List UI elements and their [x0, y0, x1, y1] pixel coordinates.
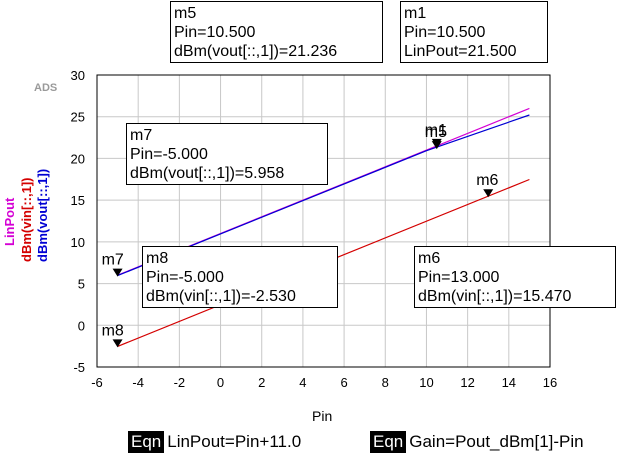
- equation-text: Gain=Pout_dBm[1]-Pin: [409, 432, 584, 451]
- x-tick-label: 12: [460, 375, 474, 390]
- readout-m6-value: dBm(vin[::,1])=15.470: [418, 288, 572, 305]
- readout-m1-pin: Pin=10.500: [404, 24, 486, 41]
- readout-m7-name: m7: [130, 127, 153, 144]
- marker-m7: [112, 268, 123, 277]
- tick-labels: -6 -4 -2 0 2 4 6 8 10 12 14 16 -5 0 5 10 15 20 25 30: [71, 68, 558, 390]
- y-tick-label: 10: [71, 235, 85, 250]
- y-tick-label: -5: [73, 360, 85, 375]
- ads-watermark: ADS: [34, 82, 58, 94]
- readout-m1[interactable]: m1 Pin=10.500 LinPout=21.500: [400, 1, 548, 63]
- readout-m1-value: LinPout=21.500: [404, 43, 517, 60]
- equation-linpout[interactable]: Eqn LinPout=Pin+11.0: [128, 431, 301, 453]
- readout-m5[interactable]: m5 Pin=10.500 dBm(vout[::,1])=21.236: [170, 1, 383, 63]
- y-tick-label: 0: [78, 318, 85, 333]
- x-tick-label: 0: [217, 375, 224, 390]
- grid: [96, 74, 551, 368]
- x-axis-label: Pin: [312, 408, 333, 424]
- eqn-tag: Eqn: [370, 431, 407, 453]
- readout-m8-value: dBm(vin[::,1])=-2.530: [146, 288, 296, 305]
- y-tick-label: 15: [71, 193, 85, 208]
- readout-m6-name: m6: [418, 250, 441, 267]
- marker-m8: [112, 339, 123, 348]
- x-tick-label: 16: [543, 375, 557, 390]
- ylabel-vout: dBm(vout[::,1]): [35, 168, 50, 262]
- x-tick-label: -4: [132, 375, 144, 390]
- readout-m7-value: dBm(vout[::,1])=5.958: [130, 165, 285, 182]
- x-tick-label: 4: [299, 375, 306, 390]
- equation-text: LinPout=Pin+11.0: [167, 432, 302, 451]
- y-tick-label: 30: [71, 68, 85, 83]
- x-tick-label: 6: [340, 375, 347, 390]
- ylabel-linpout: LinPout: [2, 197, 17, 246]
- x-tick-label: 14: [502, 375, 516, 390]
- readout-m8-name: m8: [146, 250, 169, 267]
- x-tick-label: 8: [382, 375, 389, 390]
- x-tick-label: 2: [258, 375, 265, 390]
- readout-m6[interactable]: m6 Pin=13.000 dBm(vin[::,1])=15.470: [414, 246, 616, 308]
- readout-m1-name: m1: [404, 5, 427, 22]
- y-tick-label: 20: [71, 151, 85, 166]
- marker-m6: [483, 189, 494, 198]
- marker-label-m7: m7: [102, 252, 124, 269]
- y-tick-label: 25: [71, 110, 85, 125]
- readout-m7[interactable]: m7 Pin=-5.000 dBm(vout[::,1])=5.958: [126, 123, 328, 185]
- readout-m5-pin: Pin=10.500: [174, 24, 256, 41]
- readout-m7-pin: Pin=-5.000: [130, 146, 208, 163]
- ylabel-vin: dBm(vin[::,1]): [19, 177, 34, 263]
- marker-label-m8: m8: [102, 322, 124, 339]
- equation-gain[interactable]: Eqn Gain=Pout_dBm[1]-Pin: [370, 431, 584, 453]
- readout-m8[interactable]: m8 Pin=-5.000 dBm(vin[::,1])=-2.530: [142, 246, 338, 308]
- eqn-tag: Eqn: [128, 431, 165, 453]
- marker-label-m6: m6: [476, 172, 498, 189]
- plot-frame: [96, 74, 551, 368]
- marker-label-m1: m1: [425, 122, 447, 139]
- x-tick-label: -2: [174, 375, 186, 390]
- readout-m8-pin: Pin=-5.000: [146, 269, 224, 286]
- readout-m5-name: m5: [174, 5, 197, 22]
- y-tick-label: 5: [78, 277, 85, 292]
- readout-m5-value: dBm(vout[::,1])=21.236: [174, 43, 338, 60]
- x-tick-label: -6: [91, 375, 103, 390]
- marker-m1: [431, 138, 442, 147]
- marker-label-m5: m5: [425, 124, 447, 141]
- readout-m6-pin: Pin=13.000: [418, 269, 500, 286]
- x-tick-label: 10: [419, 375, 433, 390]
